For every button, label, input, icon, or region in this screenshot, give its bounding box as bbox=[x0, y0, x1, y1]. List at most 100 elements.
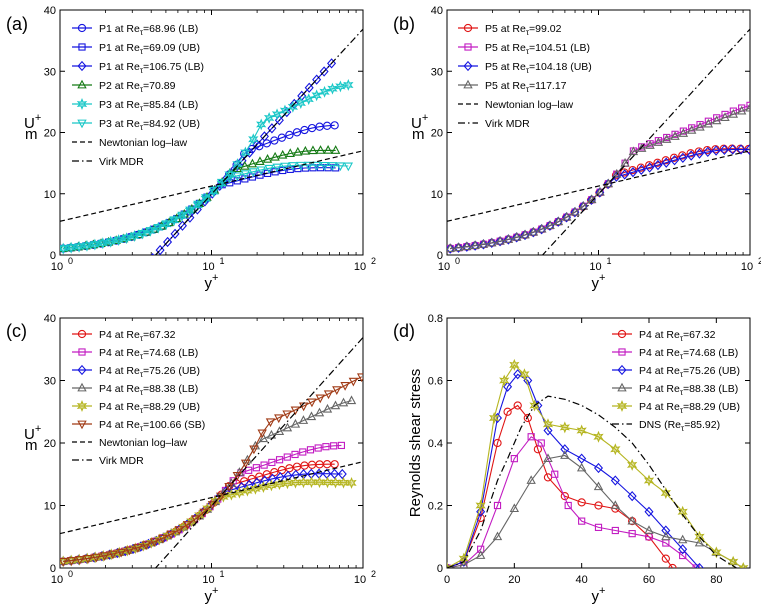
marker-triangle-up bbox=[330, 145, 341, 154]
marker-hexagram bbox=[593, 430, 604, 443]
legend-label-rest: =106.75 (LB) bbox=[143, 61, 204, 73]
marker-hexagram bbox=[256, 118, 267, 131]
marker-circle bbox=[686, 149, 695, 158]
plot-frame bbox=[59, 317, 364, 569]
marker-triangle-down bbox=[99, 552, 110, 561]
x-tick-exponent: 1 bbox=[220, 569, 225, 579]
marker-triangle-up bbox=[661, 531, 671, 541]
marker-circle bbox=[628, 165, 637, 175]
marker-triangle-up bbox=[478, 239, 489, 248]
marker-triangle-up bbox=[475, 550, 486, 559]
legend-label: P3 at Reτ=85.84 (LB) bbox=[99, 99, 198, 113]
marker-triangle-down bbox=[191, 515, 201, 525]
marker-square bbox=[252, 464, 260, 472]
series-line bbox=[541, 28, 750, 255]
marker-circle bbox=[285, 130, 294, 140]
legend-label-main: P4 at Re bbox=[639, 401, 680, 413]
marker-diamond bbox=[686, 150, 696, 161]
series-line bbox=[447, 373, 700, 568]
marker-circle bbox=[620, 168, 629, 177]
marker-triangle-up bbox=[537, 223, 547, 233]
marker-diamond bbox=[543, 425, 553, 436]
legend-label-main: P4 at Re bbox=[99, 329, 140, 341]
legend-label-rest: =75.26 (UB) bbox=[683, 365, 740, 377]
marker-hexagram bbox=[610, 443, 621, 456]
marker-diamond bbox=[447, 243, 455, 254]
legend-label: P4 at Reτ=74.68 (LB) bbox=[639, 347, 738, 361]
marker-square bbox=[537, 439, 545, 447]
marker-diamond bbox=[322, 468, 332, 479]
marker-hexagram bbox=[542, 418, 554, 431]
legend-label: P4 at Reτ=67.32 bbox=[639, 329, 716, 343]
legend-label-rest: =68.96 (LB) bbox=[143, 23, 198, 35]
marker-circle bbox=[240, 477, 249, 486]
marker-hexagram bbox=[279, 104, 291, 117]
marker-triangle-down bbox=[166, 530, 176, 540]
y-tick-label: 10 bbox=[431, 189, 443, 201]
legend-label-sub: τ bbox=[140, 370, 144, 379]
y-axis-label-sup: + bbox=[35, 423, 41, 435]
y-axis-label-sub: m bbox=[25, 437, 38, 454]
marker-diamond bbox=[503, 234, 513, 245]
marker-triangle-up bbox=[266, 429, 277, 439]
y-tick-label: 30 bbox=[44, 376, 56, 388]
legend-label-rest: =75.26 (UB) bbox=[143, 365, 200, 377]
legend-label-main: P1 at Re bbox=[99, 61, 140, 73]
x-tick-label: 20 bbox=[508, 574, 520, 586]
marker-diamond bbox=[267, 123, 277, 134]
marker-triangle-down bbox=[60, 558, 68, 567]
marker-hexagram bbox=[76, 98, 88, 110]
marker-triangle-up bbox=[330, 400, 341, 410]
marker-hexagram bbox=[576, 424, 587, 437]
marker-triangle-up bbox=[593, 481, 604, 491]
marker-hexagram bbox=[738, 562, 749, 568]
marker-square bbox=[688, 124, 696, 132]
marker-hexagram bbox=[343, 79, 354, 91]
legend-label: Newtonian log–law bbox=[99, 437, 188, 449]
marker-triangle-down bbox=[207, 501, 218, 510]
marker-circle bbox=[513, 401, 522, 410]
panel-label: (c) bbox=[6, 321, 27, 341]
legend-label-sub: τ bbox=[140, 47, 144, 56]
marker-circle bbox=[653, 158, 662, 167]
legend-label: P4 at Reτ=67.32 bbox=[99, 329, 176, 343]
legend-label-main: P2 at Re bbox=[99, 80, 140, 92]
legend-label: P5 at Reτ=104.51 (LB) bbox=[485, 42, 590, 56]
marker-diamond bbox=[454, 242, 464, 253]
marker-triangle-up bbox=[503, 234, 514, 243]
marker-triangle-up bbox=[492, 531, 503, 541]
marker-diamond bbox=[470, 240, 480, 251]
marker-diamond bbox=[127, 278, 135, 287]
legend: P4 at Reτ=67.32 P4 at Reτ=74.68 (LB) P4 at… bbox=[612, 329, 740, 433]
legend-label-main: P3 at Re bbox=[99, 118, 140, 130]
marker-triangle-down bbox=[116, 548, 126, 558]
legend-label-sub: τ bbox=[680, 370, 684, 379]
marker-triangle-down bbox=[60, 245, 68, 254]
legend-label-sub: τ bbox=[140, 85, 144, 94]
legend-label: P1 at Reτ=69.09 (UB) bbox=[99, 42, 200, 56]
marker-diamond bbox=[645, 162, 655, 173]
marker-diamond bbox=[462, 241, 472, 252]
marker-diamond bbox=[330, 468, 340, 480]
y-axis-label-sup: + bbox=[35, 112, 41, 124]
x-axis-label-sup: + bbox=[599, 272, 605, 284]
marker-square bbox=[306, 446, 315, 454]
marker-diamond bbox=[77, 60, 87, 72]
marker-square bbox=[679, 127, 687, 135]
legend-label-rest: =104.18 (UB) bbox=[529, 61, 592, 73]
marker-triangle-down bbox=[311, 161, 322, 171]
marker-square bbox=[551, 470, 559, 478]
marker-triangle-down bbox=[98, 239, 108, 249]
marker-triangle-up bbox=[627, 515, 637, 525]
series-line bbox=[447, 150, 750, 222]
series-line bbox=[447, 436, 697, 568]
x-axis-label: y+ bbox=[592, 585, 606, 605]
legend-label-sub: τ bbox=[140, 352, 144, 361]
marker-triangle-up bbox=[300, 145, 311, 155]
marker-diamond bbox=[237, 481, 247, 493]
x-tick-label: 40 bbox=[576, 574, 588, 586]
y-axis-label-sup: + bbox=[422, 112, 428, 124]
y-tick-label: 10 bbox=[44, 501, 56, 513]
x-tick-exponent: 2 bbox=[758, 256, 761, 266]
